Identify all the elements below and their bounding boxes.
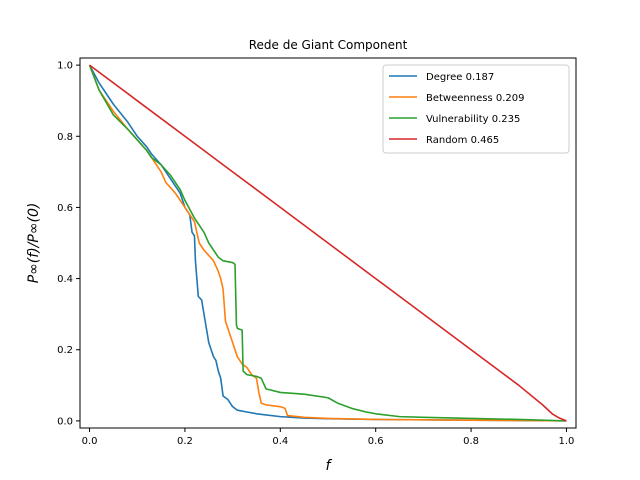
y-tick-label: 0.2 <box>57 345 73 356</box>
chart-title: Rede de Giant Component <box>249 38 408 52</box>
series-line-vulnerability <box>88 64 567 422</box>
legend-label: Vulnerability 0.235 <box>426 114 520 125</box>
series-line-degree <box>88 64 567 422</box>
x-tick-label: 0.2 <box>177 436 193 447</box>
y-tick-label: 0.0 <box>57 416 73 427</box>
legend-label: Betweenness 0.209 <box>426 93 524 104</box>
y-axis-ticks: 0.0 0.2 0.4 0.6 0.8 1.0 <box>57 61 80 427</box>
legend-label: Degree 0.187 <box>426 72 494 83</box>
x-axis-ticks: 0.0 0.2 0.4 0.6 0.8 1.0 <box>82 428 575 447</box>
y-tick-label: 0.6 <box>57 203 73 214</box>
x-tick-label: 1.0 <box>559 436 575 447</box>
series-line-random <box>89 64 567 422</box>
x-tick-label: 0.8 <box>463 436 479 447</box>
x-tick-label: 0.0 <box>82 436 98 447</box>
legend: Degree 0.187 Betweenness 0.209 Vulnerabili… <box>382 64 570 154</box>
y-tick-label: 0.8 <box>57 132 73 143</box>
legend-label: Random 0.465 <box>426 135 499 146</box>
y-axis-label: P∞(f)/P∞(0) <box>26 203 42 284</box>
plot-area-frame <box>79 57 577 429</box>
series-line-betweenness <box>88 64 567 422</box>
y-tick-label: 0.4 <box>57 274 73 285</box>
x-tick-label: 0.6 <box>368 436 384 447</box>
x-tick-label: 0.4 <box>272 436 288 447</box>
plot-lines <box>88 64 567 422</box>
y-tick-label: 1.0 <box>57 61 73 72</box>
legend-box <box>382 64 570 154</box>
x-axis-label: f <box>326 458 333 474</box>
